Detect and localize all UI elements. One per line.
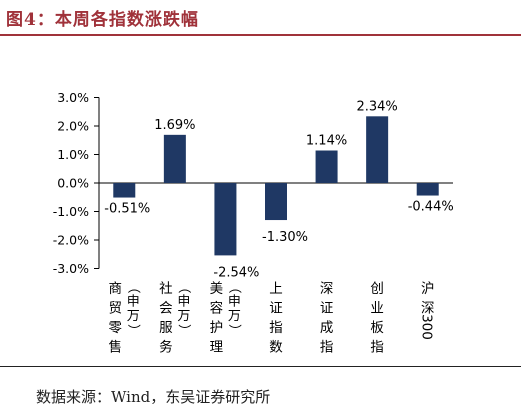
category-suffix-label: （ [125, 280, 140, 293]
category-suffix-label: 万 [127, 309, 140, 324]
figure-title: 图4：本周各指数涨跌幅 [6, 10, 199, 30]
category-suffix-label: 万 [228, 309, 241, 324]
data-label: 1.14% [306, 134, 347, 149]
category-suffix-label: ） [125, 324, 140, 337]
y-tick-label: 1.0% [57, 147, 89, 162]
category-suffix-label: （ [176, 280, 191, 293]
data-label: -2.54% [213, 265, 259, 280]
y-tick-label: -1.0% [53, 204, 89, 219]
y-tick-label: 2.0% [57, 119, 89, 134]
category-label: 服 [159, 320, 173, 336]
bar [113, 183, 136, 198]
category-label: 社 [159, 281, 173, 297]
bar [265, 183, 287, 221]
data-label: 2.34% [356, 99, 397, 114]
category-label: 理 [210, 340, 224, 356]
category-suffix-label: （ [226, 280, 241, 293]
category-suffix-label: 万 [177, 309, 190, 324]
category-label: 300 [419, 314, 435, 340]
category-suffix-label: 申 [177, 295, 190, 310]
bar [366, 116, 389, 183]
bar [214, 183, 237, 256]
data-label: -1.30% [262, 230, 308, 245]
category-label: 贸 [109, 301, 123, 317]
category-label: 指 [370, 340, 384, 356]
category-label: 深 [320, 281, 334, 297]
data-label: 1.69% [154, 118, 195, 133]
category-label: 务 [159, 340, 173, 356]
category-label: 美 [210, 281, 224, 297]
y-tick-label: -2.0% [53, 233, 89, 248]
category-label: 业 [370, 301, 384, 317]
category-suffix-label: 申 [127, 295, 140, 310]
data-label: -0.44% [408, 200, 454, 215]
category-suffix-label: 申 [228, 295, 241, 310]
category-suffix-label: ） [226, 324, 241, 337]
data-label: -0.51% [104, 202, 150, 217]
category-label: 数 [269, 340, 283, 356]
category-label: 成 [320, 320, 334, 336]
category-label: 上 [269, 281, 283, 297]
category-label: 容 [210, 300, 224, 317]
category-label: 商 [109, 281, 123, 297]
title-underline [0, 34, 521, 36]
category-label: 沪 [421, 281, 435, 297]
bar-chart: 3.0% 2.0% 1.0% 0.0% -1.0% -2.0% -3.0% -0.51% 商贸零… [53, 90, 454, 356]
category-label: 售 [109, 340, 123, 356]
y-tick-label: 0.0% [57, 176, 89, 191]
category-suffix-label: ） [176, 324, 191, 337]
category-label: 护 [210, 320, 224, 336]
category-label: 证 [269, 301, 283, 317]
source-divider [0, 366, 521, 367]
category-label: 指 [269, 320, 283, 336]
category-label: 会 [159, 301, 173, 317]
bar [315, 150, 338, 183]
category-label: 指 [320, 340, 334, 356]
category-label: 证 [320, 301, 334, 317]
category-label: 深 [421, 301, 435, 317]
category-label: 板 [370, 320, 384, 336]
y-tick-label: -3.0% [53, 261, 89, 276]
category-label: 零 [109, 320, 123, 336]
category-label: 创 [370, 281, 384, 297]
figure-header: 图4：本周各指数涨跌幅 [0, 0, 521, 40]
bar [416, 183, 439, 196]
bar [163, 134, 186, 183]
data-source-note: 数据来源：Wind，东吴证券研究所 [36, 388, 271, 406]
y-tick-label: 3.0% [57, 90, 89, 105]
